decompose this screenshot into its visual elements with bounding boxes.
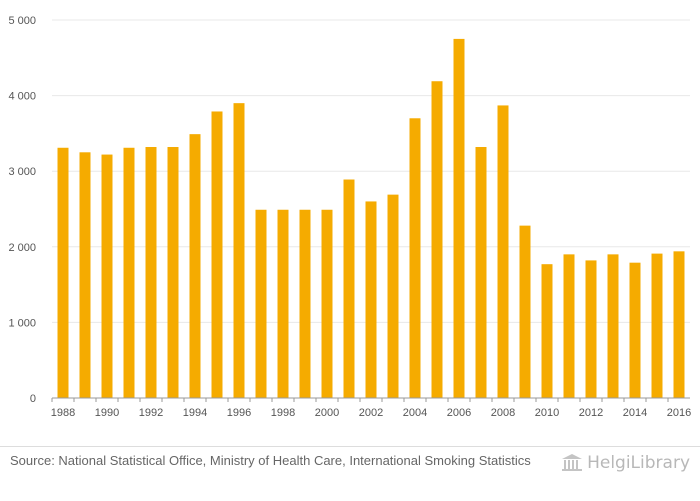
bar-1999[interactable] bbox=[299, 209, 311, 398]
bar-1989[interactable] bbox=[79, 152, 91, 398]
bar-2005[interactable] bbox=[431, 81, 443, 399]
bars bbox=[57, 38, 685, 399]
bar-2014[interactable] bbox=[629, 262, 641, 398]
bar-1994[interactable] bbox=[189, 134, 201, 398]
y-axis-tick-labels: 0 1 000 2 000 3 000 4 000 5 000 bbox=[8, 15, 36, 405]
x-tick-label: 1992 bbox=[139, 407, 163, 419]
bar-2001[interactable] bbox=[343, 179, 355, 398]
bar-1990[interactable] bbox=[101, 154, 113, 398]
gridlines bbox=[52, 19, 690, 323]
footer: Source: National Statistical Office, Min… bbox=[0, 446, 700, 501]
source-note: Source: National Statistical Office, Min… bbox=[10, 453, 531, 468]
bar-2009[interactable] bbox=[519, 225, 531, 398]
bar-2007[interactable] bbox=[475, 147, 487, 398]
bar-1997[interactable] bbox=[255, 209, 267, 398]
x-axis-tick-labels: 1988 1990 1992 1994 1996 1998 2000 2002 2004 2006… bbox=[51, 398, 691, 419]
x-tick-label: 2004 bbox=[403, 407, 427, 419]
bar-2006[interactable] bbox=[453, 38, 465, 399]
x-tick-label: 2010 bbox=[535, 407, 559, 419]
x-tick-label: 2016 bbox=[667, 407, 691, 419]
x-tick-label: 2014 bbox=[623, 407, 647, 419]
x-tick-label: 1996 bbox=[227, 407, 251, 419]
logo-text: HelgiLibrary bbox=[587, 453, 690, 473]
helgi-library-logo[interactable]: HelgiLibrary bbox=[561, 453, 690, 473]
y-tick-label: 4 000 bbox=[8, 91, 36, 103]
bar-2004[interactable] bbox=[409, 118, 421, 398]
bar-2003[interactable] bbox=[387, 194, 399, 398]
x-tick-label: 2012 bbox=[579, 407, 603, 419]
bar-2010[interactable] bbox=[541, 264, 553, 398]
x-tick-label: 2008 bbox=[491, 407, 515, 419]
y-tick-label: 5 000 bbox=[8, 15, 36, 27]
bar-1988[interactable] bbox=[57, 147, 69, 398]
y-tick-label: 3 000 bbox=[8, 166, 36, 178]
x-tick-label: 2002 bbox=[359, 407, 383, 419]
bar-2013[interactable] bbox=[607, 254, 619, 398]
bar-2000[interactable] bbox=[321, 209, 333, 398]
y-tick-label: 2 000 bbox=[8, 242, 36, 254]
bar-1993[interactable] bbox=[167, 147, 179, 398]
bar-2016[interactable] bbox=[673, 251, 685, 398]
x-tick-label: 1998 bbox=[271, 407, 295, 419]
bar-2011[interactable] bbox=[563, 254, 575, 398]
x-tick-label: 1994 bbox=[183, 407, 207, 419]
bar-1991[interactable] bbox=[123, 147, 135, 398]
bar-1996[interactable] bbox=[233, 103, 245, 398]
bar-2012[interactable] bbox=[585, 260, 597, 398]
x-tick-label: 1990 bbox=[95, 407, 119, 419]
bar-2002[interactable] bbox=[365, 201, 377, 398]
y-tick-label: 0 bbox=[30, 393, 36, 405]
bar-2015[interactable] bbox=[651, 253, 663, 398]
bar-1998[interactable] bbox=[277, 209, 289, 398]
bar-2008[interactable] bbox=[497, 105, 509, 398]
bar-1995[interactable] bbox=[211, 111, 223, 398]
x-tick-label: 2000 bbox=[315, 407, 339, 419]
bar-1992[interactable] bbox=[145, 147, 157, 398]
x-tick-label: 1988 bbox=[51, 407, 75, 419]
library-building-icon bbox=[562, 454, 583, 471]
y-tick-label: 1 000 bbox=[8, 317, 36, 329]
x-tick-label: 2006 bbox=[447, 407, 471, 419]
